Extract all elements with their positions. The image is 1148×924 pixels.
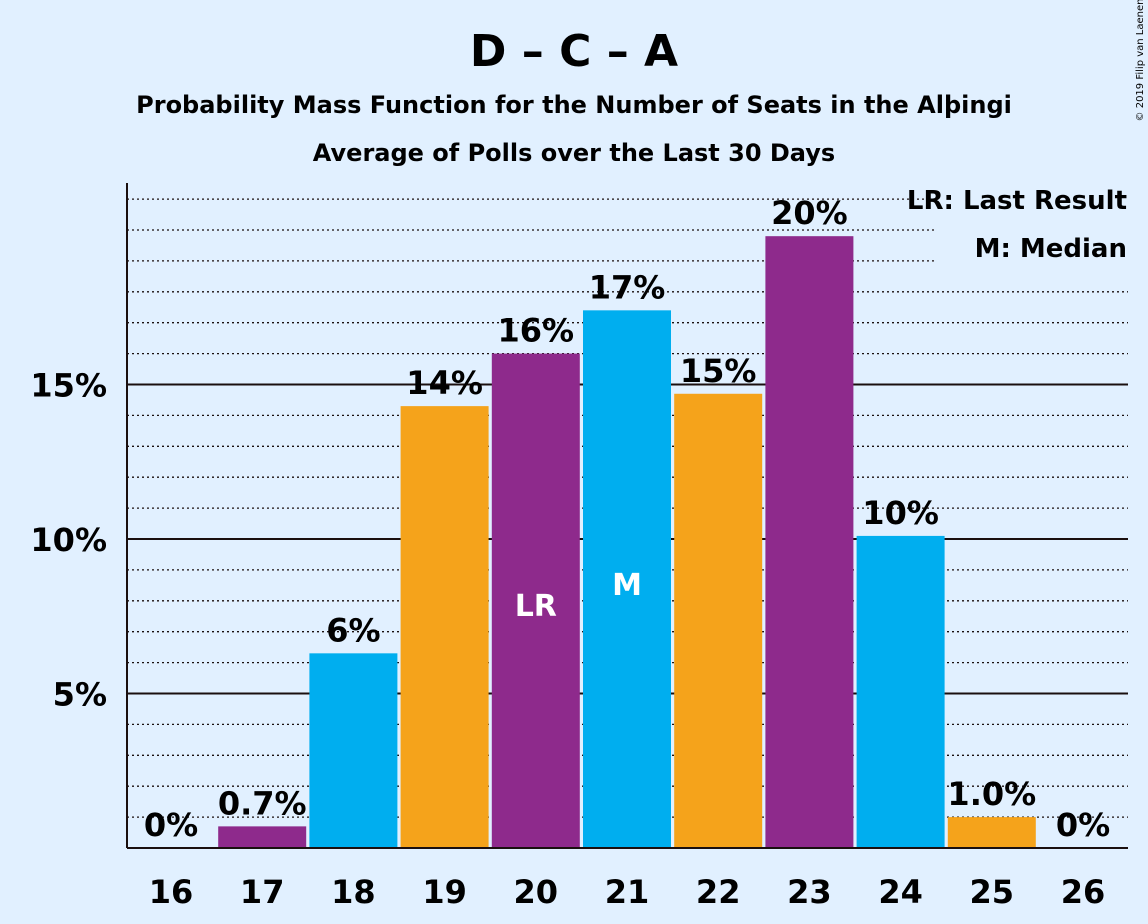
y-tick-labels: 5% 10% 15% [30,367,107,714]
bar-value-label: 0% [144,806,198,844]
x-tick-label: 20 [514,873,559,911]
x-tick-label: 25 [970,873,1015,911]
bar-value-label: 0.7% [218,784,307,822]
bar-seats-22 [674,393,763,848]
bar-value-label: 16% [498,312,575,350]
x-tick-label: 26 [1061,873,1106,911]
bar-seats-24 [856,535,945,848]
bar-seats-18 [309,653,398,848]
x-tick-label: 23 [787,873,832,911]
bar-seats-20 [491,353,580,848]
x-tick-labels: 16 17 18 19 20 21 22 23 24 25 26 [149,873,1106,911]
chart-subtitle: Probability Mass Function for the Number… [136,91,1012,119]
value-labels: 0% 0.7% 6% 14% 16% LR 17% M 15% 20% 10% 1.0% 0% [144,194,1110,844]
x-tick-label: 24 [878,873,923,911]
last-result-marker: LR [515,589,557,624]
bar-value-label: 1.0% [947,775,1036,813]
y-tick-label: 10% [30,521,107,559]
bar-value-label: 20% [771,194,848,232]
x-tick-label: 21 [605,873,650,911]
chart-title: D – C – A [470,26,678,77]
y-tick-label: 5% [53,676,107,714]
x-tick-label: 22 [696,873,741,911]
y-tick-label: 15% [30,367,107,405]
bar-seats-23 [765,236,854,848]
x-tick-label: 17 [240,873,285,911]
bar-seats-19 [400,406,489,848]
bar-seats-21 [583,310,671,849]
median-marker: M [612,568,642,603]
x-tick-label: 18 [331,873,376,911]
bars [218,236,1036,849]
legend-median: M: Median [975,234,1127,264]
bar-seats-25 [947,817,1036,848]
bar-value-label: 17% [589,268,666,306]
copyright-note: © 2019 Filip van Laenen [1135,0,1146,121]
bar-value-label: 0% [1056,806,1110,844]
bar-seats-17 [218,826,307,848]
x-tick-label: 19 [422,873,467,911]
bar-value-label: 14% [406,364,483,402]
legend: LR: Last Result M: Median [907,180,1130,268]
bar-value-label: 10% [862,494,939,532]
bar-value-label: 6% [326,611,380,649]
legend-last-result: LR: Last Result [907,186,1127,216]
bar-value-label: 15% [680,352,757,390]
legend-background [935,180,1130,268]
chart-subtitle-2: Average of Polls over the Last 30 Days [313,139,835,167]
x-tick-label: 16 [149,873,194,911]
